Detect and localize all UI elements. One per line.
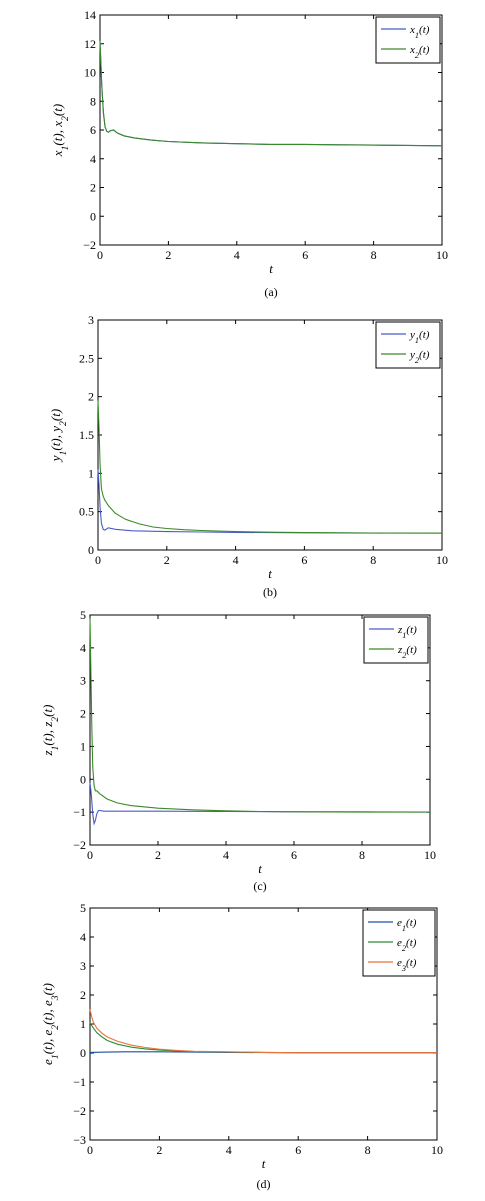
y-tick-label: 1 — [80, 739, 86, 753]
chart-3: 0 2 4 6 8 10 −2 −1 0 1 2 3 4 5 t z1(t), z2(t) (c) z1(t) z2… — [40, 608, 436, 893]
y-tick-label: 2 — [88, 390, 94, 404]
x-tick-label: 2 — [156, 1143, 162, 1157]
y-tick-label: 8 — [90, 94, 96, 108]
x-tick-label: 6 — [301, 553, 307, 567]
y-tick-label: 2 — [80, 988, 86, 1002]
y-tick-label: 5 — [80, 901, 86, 915]
y-axis-label: y1(t), y2(t) — [48, 409, 69, 463]
x-tick-label: 4 — [234, 248, 240, 262]
x-axis-label: t — [269, 261, 273, 276]
legend: x1(t) x2(t) — [375, 16, 441, 64]
y-tick-label: −1 — [73, 1075, 86, 1089]
x-tick-label: 10 — [436, 553, 448, 567]
legend: z1(t) z2(t) — [363, 616, 429, 664]
y-axis-label: x1(t), x2(t) — [50, 104, 71, 157]
y-tick-label: 12 — [84, 37, 96, 51]
legend-box — [375, 321, 441, 369]
x-tick-label: 0 — [97, 248, 103, 262]
legend-box — [362, 909, 436, 977]
y-tick-label: 2 — [80, 707, 86, 721]
x-tick-label: 8 — [371, 248, 377, 262]
legend-label: y2(t) — [409, 349, 430, 365]
y-tick-label: −1 — [73, 805, 86, 819]
y-tick-label: 4 — [80, 641, 86, 655]
x-tick-label: 2 — [164, 553, 170, 567]
chart-4: 0 2 4 6 8 10 −3 −2 −1 0 1 2 3 4 5 t e1(t), e2(t), e3(t) (… — [40, 901, 443, 1191]
y-tick-label: 2.5 — [79, 351, 94, 365]
y-tick-label: 3 — [80, 959, 86, 973]
figure-caption: (a) — [264, 285, 277, 299]
legend-label: z2(t) — [397, 644, 417, 660]
chart-2: 0 2 4 6 8 10 0 0.5 1 1.5 2 2.5 3 t y1(t), y2(t) (b) y1(t… — [48, 313, 448, 599]
x-axis-label: t — [258, 861, 262, 876]
y-tick-label: −2 — [73, 1104, 86, 1118]
x-tick-label: 10 — [431, 1143, 443, 1157]
legend-label: x2(t) — [409, 44, 430, 60]
legend-label: e3(t) — [397, 957, 417, 973]
figure-caption: (c) — [253, 879, 266, 893]
y-tick-label: −3 — [73, 1133, 86, 1147]
y-axis-label: z1(t), z2(t) — [40, 705, 61, 757]
y-tick-label: 14 — [84, 8, 96, 22]
x-tick-label: 4 — [233, 553, 239, 567]
series-line-x2t — [99, 40, 443, 147]
y-tick-label: 2 — [90, 181, 96, 195]
x-tick-label: 6 — [291, 848, 297, 862]
figure-caption: (b) — [263, 585, 277, 599]
y-tick-label: 3 — [80, 674, 86, 688]
x-tick-label: 10 — [436, 248, 448, 262]
y-tick-label: 10 — [84, 66, 96, 80]
y-tick-label: 4 — [80, 930, 86, 944]
x-tick-label: 10 — [424, 848, 436, 862]
legend-label: y1(t) — [409, 329, 430, 345]
y-tick-label: 5 — [80, 608, 86, 622]
legend-label: e1(t) — [397, 917, 417, 933]
legend-label: x1(t) — [409, 24, 430, 40]
x-tick-label: 8 — [359, 848, 365, 862]
x-tick-label: 2 — [155, 848, 161, 862]
y-tick-label: 1 — [88, 466, 94, 480]
y-tick-label: 0 — [80, 1046, 86, 1060]
series-line-z2t — [89, 618, 430, 813]
series-line-e3t — [89, 1009, 437, 1054]
x-axis-label: t — [268, 566, 272, 581]
legend-box — [363, 616, 429, 664]
figure-caption: (d) — [257, 1177, 271, 1191]
y-axis-label: e1(t), e2(t), e3(t) — [40, 983, 61, 1065]
legend: e1(t) e2(t) e3(t) — [362, 909, 436, 977]
x-tick-label: 0 — [87, 848, 93, 862]
series-line-y2t — [97, 400, 443, 534]
y-tick-label: 3 — [88, 313, 94, 327]
legend-box — [375, 16, 441, 64]
x-tick-label: 4 — [223, 848, 229, 862]
x-axis-label: t — [262, 1156, 266, 1171]
x-tick-label: 6 — [295, 1143, 301, 1157]
x-tick-label: 8 — [370, 553, 376, 567]
legend: y1(t) y2(t) — [375, 321, 441, 369]
x-tick-label: 0 — [95, 553, 101, 567]
y-tick-label: 6 — [90, 123, 96, 137]
x-tick-label: 2 — [165, 248, 171, 262]
y-tick-label: 0 — [90, 209, 96, 223]
y-tick-label: 1 — [80, 1017, 86, 1031]
y-tick-label: −2 — [83, 238, 96, 252]
y-tick-label: 0 — [80, 772, 86, 786]
legend-label: z1(t) — [397, 624, 417, 640]
x-tick-label: 0 — [87, 1143, 93, 1157]
y-tick-label: 1.5 — [79, 428, 94, 442]
legend-label: e2(t) — [397, 937, 417, 953]
y-tick-label: −2 — [73, 838, 86, 852]
y-tick-label: 4 — [90, 152, 96, 166]
x-tick-label: 4 — [226, 1143, 232, 1157]
x-tick-label: 6 — [302, 248, 308, 262]
y-tick-label: 0.5 — [79, 505, 94, 519]
y-tick-label: 0 — [88, 543, 94, 557]
x-tick-label: 8 — [365, 1143, 371, 1157]
